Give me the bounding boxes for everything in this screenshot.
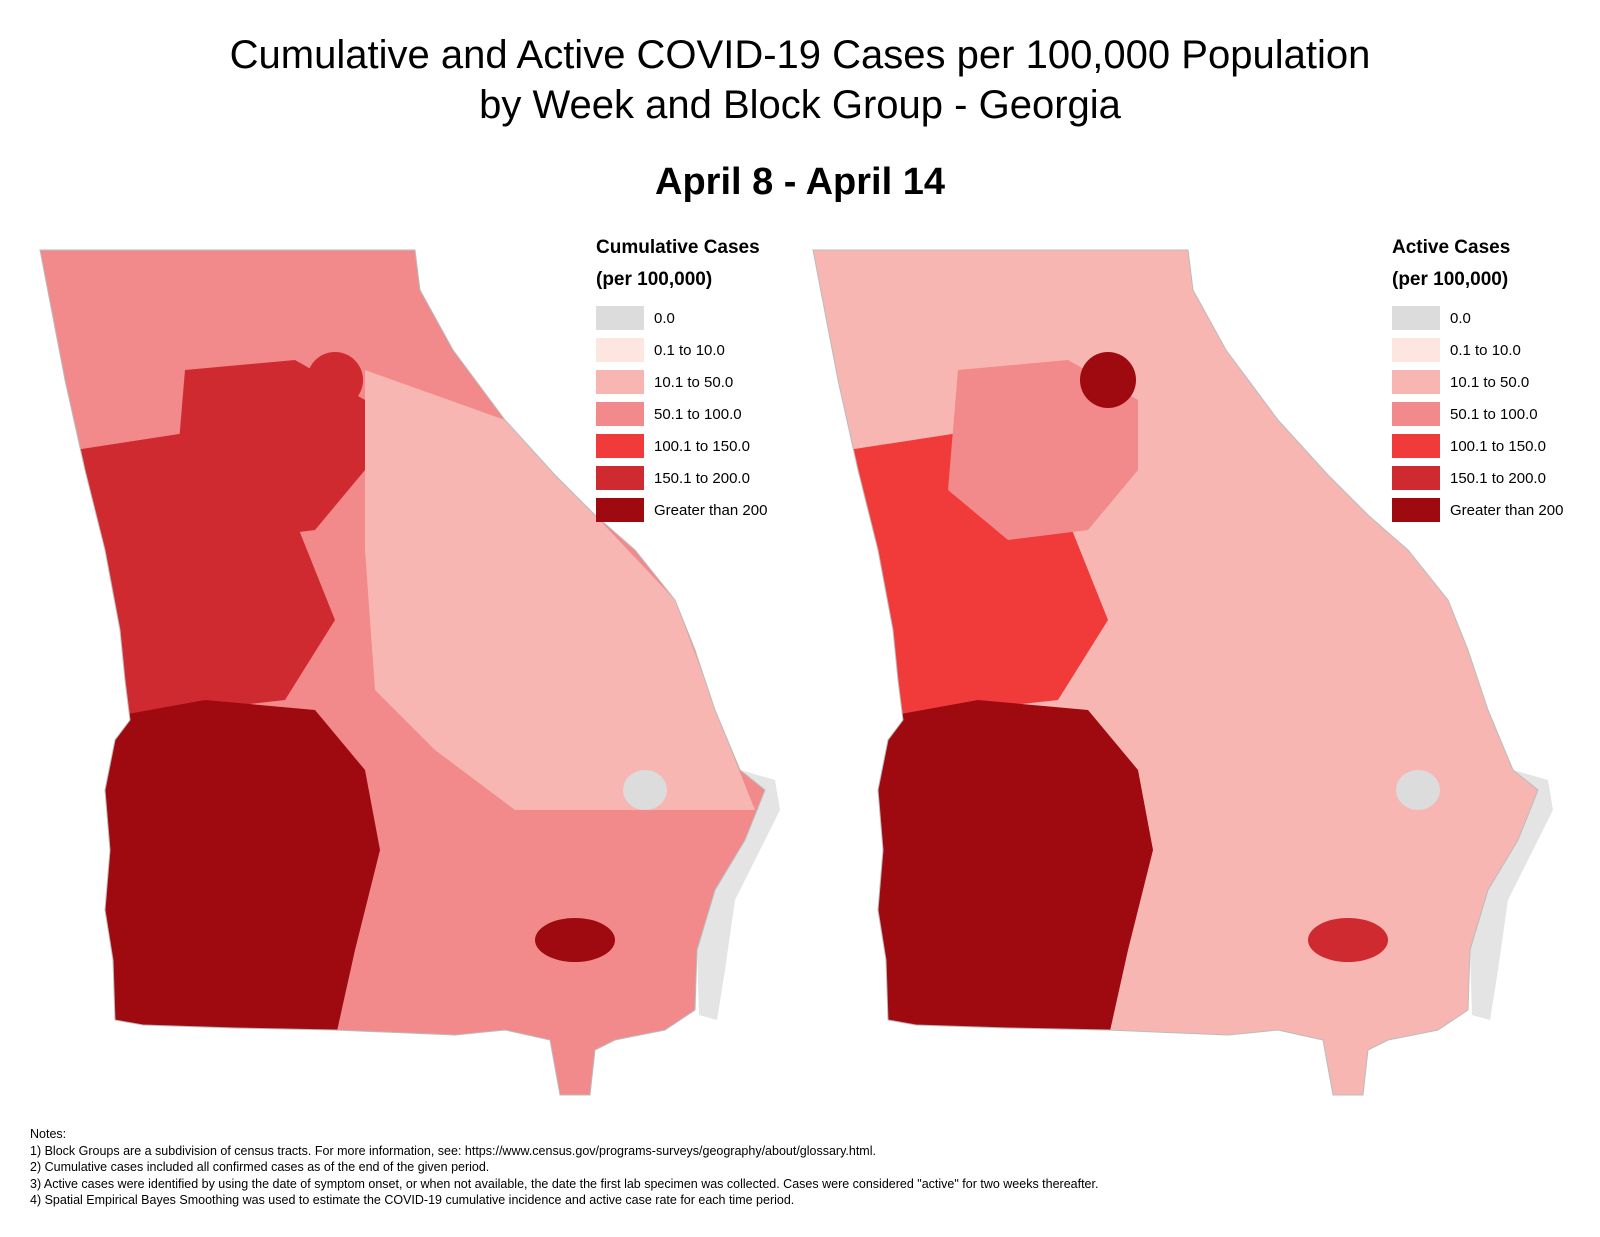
map-title-line-2: by Week and Block Group - Georgia	[479, 83, 1121, 127]
period-label: April 8 - April 14	[655, 161, 945, 203]
legend-swatch	[1392, 434, 1440, 458]
region-atlanta-metro	[948, 360, 1138, 540]
legend-swatch	[596, 466, 644, 490]
legend-subtitle: (per 100,000)	[596, 269, 713, 290]
legend-row: 100.1 to 150.0	[1392, 430, 1563, 462]
legend-label: 50.1 to 100.0	[1450, 405, 1538, 423]
legend-swatch	[596, 306, 644, 330]
coastal-shadow	[1470, 770, 1553, 1020]
legend-rows: 0.0 0.1 to 10.0 10.1 to 50.0 50.1 to 100…	[1392, 302, 1563, 526]
legend-swatch	[596, 402, 644, 426]
legend-swatch	[1392, 338, 1440, 362]
legend-label: 10.1 to 50.0	[1450, 373, 1530, 391]
legend-rows: 0.0 0.1 to 10.0 10.1 to 50.0 50.1 to 100…	[596, 302, 767, 526]
note-4: 4) Spatial Empirical Bayes Smoothing was…	[30, 1193, 795, 1207]
legend-label: 100.1 to 150.0	[1450, 437, 1546, 455]
region-albany	[175, 850, 295, 930]
legend-swatch	[1392, 402, 1440, 426]
region-savannah	[1308, 918, 1388, 962]
legend-label: 0.0	[1450, 309, 1471, 327]
legend-row: 150.1 to 200.0	[596, 462, 767, 494]
active-legend: Active Cases (per 100,000) 0.0 0.1 to 10…	[1392, 232, 1563, 526]
legend-title: Active Cases	[1392, 237, 1511, 258]
legend-label: 0.1 to 10.0	[654, 341, 725, 359]
legend-swatch	[596, 434, 644, 458]
legend-row: 10.1 to 50.0	[596, 366, 767, 398]
note-1: 1) Block Groups are a subdivision of cen…	[30, 1143, 876, 1158]
legend-row: 0.0	[596, 302, 767, 334]
notes: Notes: 1) Block Groups are a subdivision…	[30, 1126, 1570, 1209]
legend-label: 0.0	[654, 309, 675, 327]
legend-swatch	[596, 338, 644, 362]
legend-swatch	[1392, 498, 1440, 522]
legend-label: 100.1 to 150.0	[654, 437, 750, 455]
legend-row: 0.0	[1392, 302, 1563, 334]
legend-row: 10.1 to 50.0	[1392, 366, 1563, 398]
legend-row: 100.1 to 150.0	[596, 430, 767, 462]
legend-title: Cumulative Cases	[596, 237, 760, 258]
note-2: 2) Cumulative cases included all confirm…	[30, 1160, 490, 1174]
region-east	[1138, 370, 1528, 870]
legend-row: 0.1 to 10.0	[596, 334, 767, 366]
region-savannah	[535, 918, 615, 962]
legend-row: 150.1 to 200.0	[1392, 462, 1563, 494]
region-atlanta-metro	[175, 360, 365, 540]
legend-row: 50.1 to 100.0	[596, 398, 767, 430]
active-cases-map	[812, 249, 1553, 1096]
legend-subtitle: (per 100,000)	[1392, 269, 1509, 290]
legend-swatch	[1392, 306, 1440, 330]
legend-label: Greater than 200	[654, 501, 768, 519]
legend-label: 10.1 to 50.0	[654, 373, 734, 391]
legend-row: 50.1 to 100.0	[1392, 398, 1563, 430]
legend-label: 0.1 to 10.0	[1450, 341, 1521, 359]
legend-row: Greater than 200	[596, 494, 767, 526]
map-title-line-1: Cumulative and Active COVID-19 Cases per…	[229, 33, 1371, 77]
region-athens	[1080, 352, 1136, 408]
legend-label: 150.1 to 200.0	[1450, 469, 1546, 487]
region-albany	[948, 850, 1068, 930]
legend-swatch	[1392, 370, 1440, 394]
notes-heading: Notes:	[30, 1127, 67, 1141]
legend-row: Greater than 200	[1392, 494, 1563, 526]
region-coastal-marsh	[623, 770, 667, 810]
note-3: 3) Active cases were identified by using…	[30, 1176, 1099, 1191]
coastal-shadow	[697, 770, 780, 1020]
legend-row: 0.1 to 10.0	[1392, 334, 1563, 366]
region-east	[365, 370, 755, 870]
state-outline	[39, 249, 766, 1096]
state-outline	[812, 249, 1539, 1096]
legend-swatch	[596, 370, 644, 394]
legend-label: 150.1 to 200.0	[654, 469, 750, 487]
region-athens	[307, 352, 363, 408]
legend-swatch	[596, 498, 644, 522]
legend-label: Greater than 200	[1450, 501, 1564, 519]
legend-swatch	[1392, 466, 1440, 490]
cumulative-cases-map	[39, 249, 780, 1096]
legend-label: 50.1 to 100.0	[654, 405, 742, 423]
cumulative-legend: Cumulative Cases (per 100,000) 0.0 0.1 t…	[596, 232, 767, 526]
region-coastal-marsh	[1396, 770, 1440, 810]
